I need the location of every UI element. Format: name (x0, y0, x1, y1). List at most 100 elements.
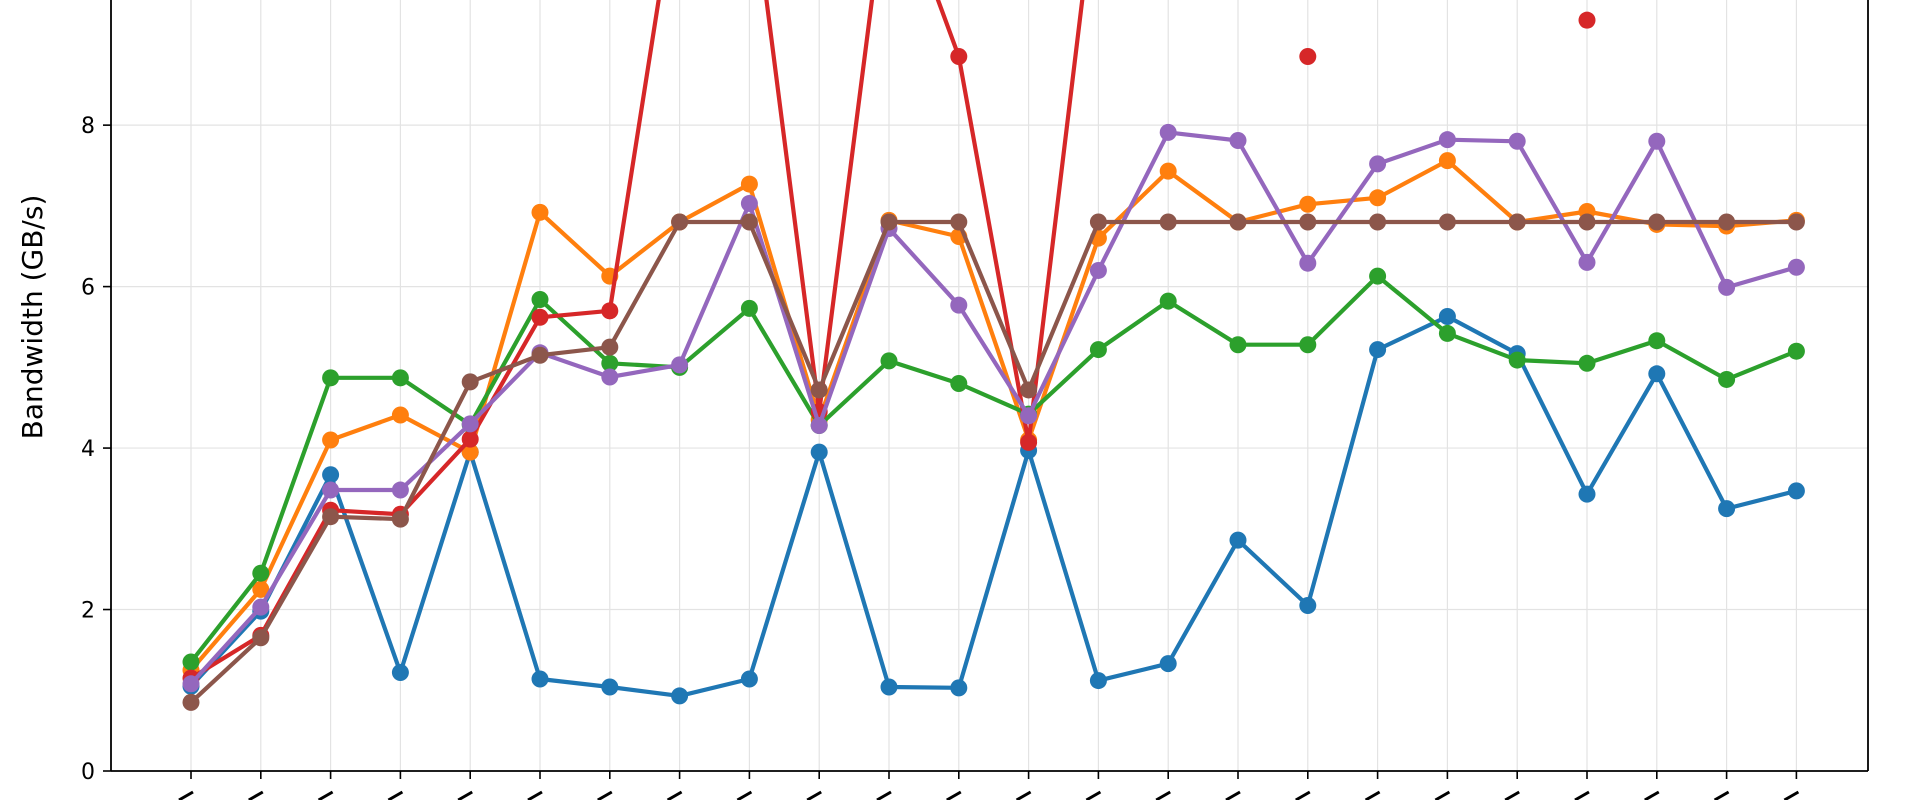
data-point (880, 213, 898, 231)
data-point (391, 481, 409, 499)
x-tick-label-cropped (597, 790, 613, 800)
x-tick-label-cropped (457, 790, 473, 800)
series-line (189, 130, 1797, 686)
x-tick-label-cropped (1644, 790, 1660, 800)
data-point (461, 415, 479, 433)
data-point (531, 203, 549, 221)
data-point (182, 675, 200, 693)
series-1 (182, 307, 1805, 705)
data-point (531, 308, 549, 326)
data-point (1089, 261, 1107, 279)
data-point (1578, 11, 1596, 29)
data-point (1508, 132, 1526, 150)
data-point (880, 678, 898, 696)
x-tick-label-cropped (248, 790, 264, 800)
data-point (601, 267, 619, 285)
data-point (1020, 381, 1038, 399)
data-point (1020, 433, 1038, 451)
data-point (1578, 485, 1596, 503)
data-point (391, 664, 409, 682)
data-point (601, 302, 619, 320)
series-2 (182, 152, 1805, 679)
data-point (322, 369, 340, 387)
data-point (601, 354, 619, 372)
x-tick-label-cropped (1574, 790, 1590, 800)
series-line (189, 158, 1797, 672)
data-point (1578, 213, 1596, 231)
y-tick-label: 2 (81, 599, 95, 624)
data-point (1089, 213, 1107, 231)
data-point (1159, 655, 1177, 673)
data-point (182, 693, 200, 711)
series-layer (182, 0, 1805, 711)
data-point (252, 629, 270, 647)
data-point (880, 352, 898, 370)
data-point (950, 48, 968, 66)
data-point (1648, 365, 1666, 383)
y-axis-label: Bandwidth (GB/s) (16, 195, 49, 440)
data-point (1718, 278, 1736, 296)
data-point (322, 508, 340, 526)
data-point (1369, 155, 1387, 173)
series-line (189, 314, 1797, 698)
x-tick-label-cropped (1783, 790, 1800, 800)
data-point (1508, 351, 1526, 369)
data-point (391, 369, 409, 387)
data-point (1718, 213, 1736, 231)
data-point (950, 296, 968, 314)
data-point (810, 443, 828, 461)
data-point (1369, 213, 1387, 231)
data-point (1299, 195, 1317, 213)
data-point (1369, 267, 1387, 285)
data-point (1229, 336, 1247, 354)
data-point (1718, 500, 1736, 518)
data-point (1089, 672, 1107, 690)
x-tick-label-cropped (806, 790, 822, 800)
data-point (1299, 336, 1317, 354)
data-point (601, 368, 619, 386)
data-point (1787, 342, 1805, 360)
data-point (1369, 341, 1387, 359)
data-point (531, 346, 549, 364)
data-point (182, 653, 200, 671)
data-point (1438, 131, 1456, 149)
data-point (1369, 189, 1387, 207)
axes: 0 2 4 6 8 (81, 0, 1869, 800)
x-tick-label-cropped (1015, 790, 1032, 800)
data-point (1020, 407, 1038, 425)
data-point (1438, 152, 1456, 170)
data-point (1787, 213, 1805, 231)
x-tick-label-cropped (317, 790, 334, 800)
data-point (671, 213, 689, 231)
x-tick-label-cropped (1713, 790, 1730, 800)
data-point (1159, 292, 1177, 310)
x-tick-label-cropped (1295, 790, 1311, 800)
data-point (1508, 213, 1526, 231)
data-point (1159, 162, 1177, 180)
data-point (461, 430, 479, 448)
data-point (1299, 213, 1317, 231)
x-tick-label-cropped (1225, 790, 1241, 800)
data-point (601, 678, 619, 696)
data-point (322, 431, 340, 449)
x-tick-label-cropped (666, 790, 683, 800)
series-5 (182, 123, 1805, 693)
data-point (740, 299, 758, 317)
data-point (1787, 482, 1805, 500)
data-point (810, 381, 828, 399)
series-line (189, 274, 1798, 664)
series-3 (182, 267, 1805, 671)
data-point (950, 213, 968, 231)
x-tick-label-cropped (527, 790, 543, 800)
data-point (1299, 254, 1317, 272)
data-point (252, 598, 270, 616)
data-point (1787, 258, 1805, 276)
data-point (1648, 213, 1666, 231)
x-tick-label-cropped (178, 790, 194, 800)
data-point (461, 443, 479, 461)
data-point (1229, 531, 1247, 549)
data-point (740, 670, 758, 688)
data-point (1718, 370, 1736, 388)
x-tick-label-cropped (1434, 790, 1451, 800)
